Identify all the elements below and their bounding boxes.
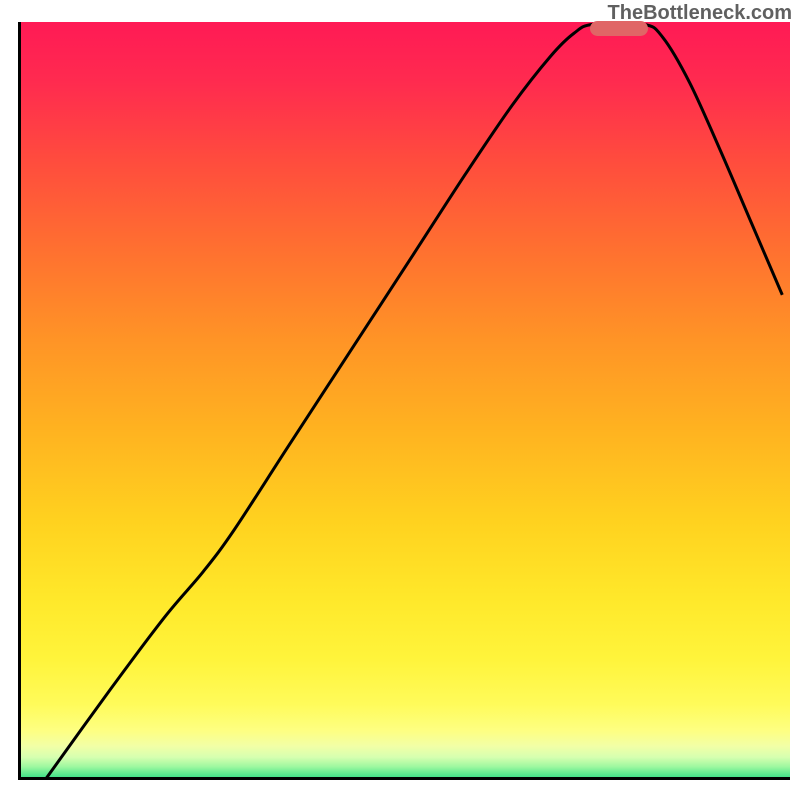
curve bbox=[18, 22, 790, 780]
watermark-text: TheBottleneck.com bbox=[608, 2, 792, 25]
y-axis bbox=[18, 22, 21, 780]
x-axis bbox=[18, 777, 790, 780]
plot-area bbox=[18, 22, 790, 780]
